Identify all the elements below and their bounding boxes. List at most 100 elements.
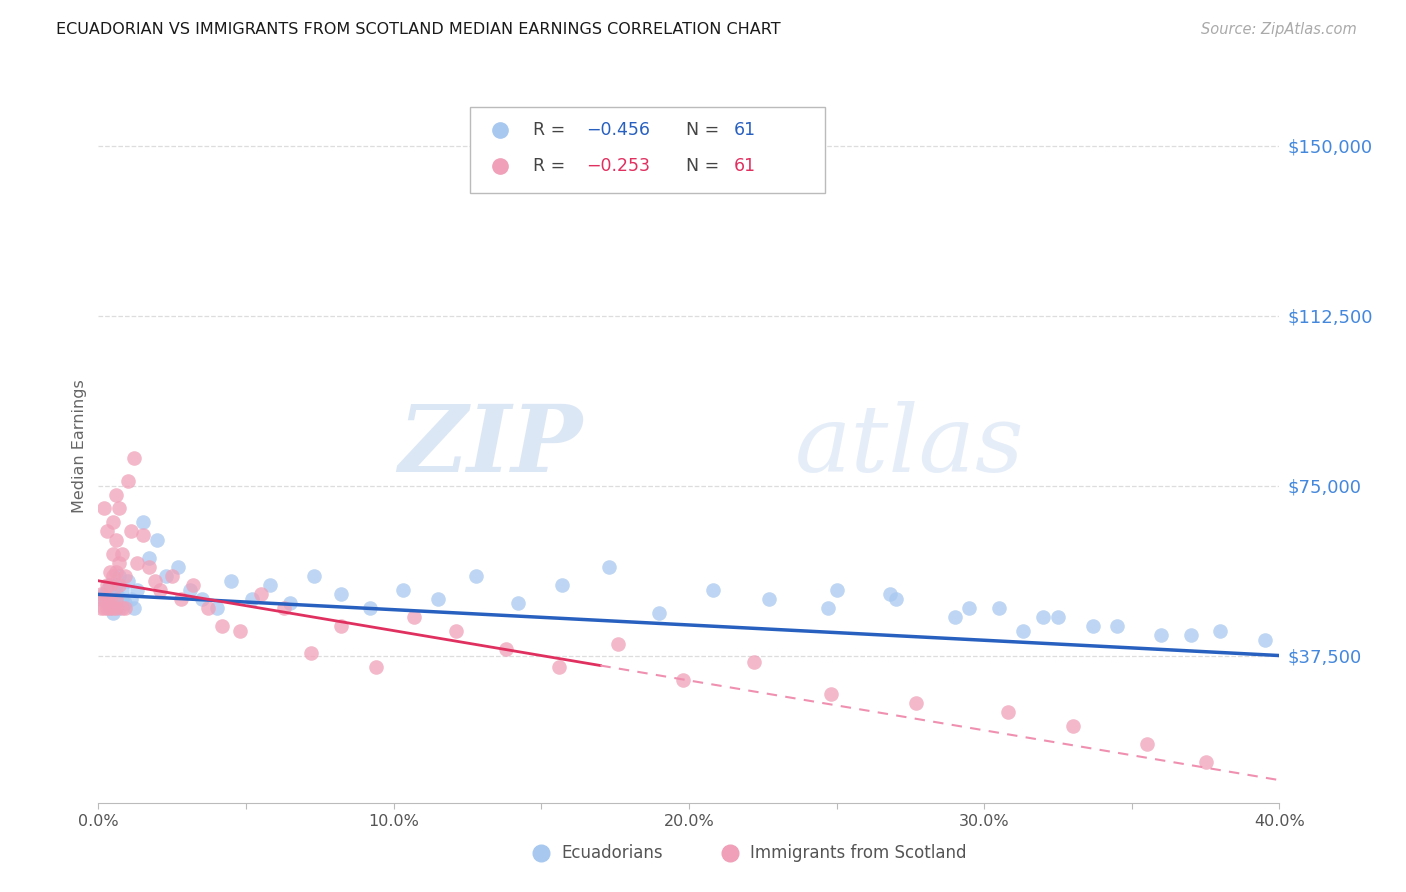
Text: 61: 61 bbox=[734, 157, 756, 175]
Point bbox=[1046, 610, 1069, 624]
Point bbox=[96, 591, 118, 606]
Point bbox=[219, 574, 242, 588]
Point bbox=[108, 556, 131, 570]
Point bbox=[105, 565, 128, 579]
Point bbox=[1083, 619, 1105, 633]
Point bbox=[742, 656, 765, 670]
Point bbox=[146, 533, 169, 547]
Point bbox=[98, 591, 121, 606]
Point bbox=[122, 601, 145, 615]
Point bbox=[884, 591, 907, 606]
Point bbox=[132, 515, 155, 529]
Point bbox=[1254, 632, 1277, 647]
Point bbox=[817, 601, 839, 615]
Point bbox=[143, 574, 166, 588]
Point bbox=[105, 587, 128, 601]
Point bbox=[211, 619, 233, 633]
Point bbox=[1105, 619, 1128, 633]
Point bbox=[329, 587, 352, 601]
Y-axis label: Median Earnings: Median Earnings bbox=[72, 379, 87, 513]
Point bbox=[495, 641, 517, 656]
Point bbox=[105, 488, 128, 502]
Point bbox=[90, 591, 112, 606]
Point bbox=[825, 582, 848, 597]
Point bbox=[167, 560, 190, 574]
Point bbox=[103, 515, 125, 529]
Point bbox=[117, 574, 139, 588]
Point bbox=[1062, 719, 1084, 733]
Text: ECUADORIAN VS IMMIGRANTS FROM SCOTLAND MEDIAN EARNINGS CORRELATION CHART: ECUADORIAN VS IMMIGRANTS FROM SCOTLAND M… bbox=[56, 22, 780, 37]
Point bbox=[125, 582, 148, 597]
Point bbox=[98, 601, 121, 615]
Point bbox=[138, 560, 160, 574]
Point bbox=[820, 687, 842, 701]
Point bbox=[108, 578, 131, 592]
Point bbox=[96, 597, 118, 611]
Point bbox=[105, 601, 128, 615]
Point bbox=[98, 578, 121, 592]
Point bbox=[105, 591, 128, 606]
Point bbox=[103, 601, 125, 615]
Point bbox=[93, 501, 115, 516]
Point bbox=[96, 524, 118, 538]
Point bbox=[114, 597, 136, 611]
Point bbox=[364, 660, 387, 674]
Point bbox=[120, 524, 142, 538]
Text: Immigrants from Scotland: Immigrants from Scotland bbox=[751, 844, 967, 862]
Text: −0.456: −0.456 bbox=[586, 121, 650, 139]
Point bbox=[90, 587, 112, 601]
Text: N =: N = bbox=[675, 121, 724, 139]
Point bbox=[444, 624, 467, 638]
Point bbox=[229, 624, 252, 638]
Point bbox=[299, 646, 322, 660]
Point bbox=[108, 501, 131, 516]
Point bbox=[648, 606, 671, 620]
Point bbox=[111, 591, 134, 606]
Point bbox=[103, 582, 125, 597]
Point bbox=[197, 601, 219, 615]
Text: R =: R = bbox=[533, 121, 571, 139]
Text: Ecuadorians: Ecuadorians bbox=[561, 844, 664, 862]
Point bbox=[162, 569, 183, 583]
Point bbox=[672, 673, 695, 688]
Point bbox=[122, 451, 145, 466]
Point bbox=[259, 578, 281, 592]
Point bbox=[551, 578, 574, 592]
Point bbox=[114, 569, 136, 583]
Point bbox=[1011, 624, 1033, 638]
Point bbox=[96, 578, 118, 592]
Point bbox=[98, 601, 121, 615]
Point bbox=[96, 582, 118, 597]
Point bbox=[943, 610, 966, 624]
Point bbox=[90, 601, 112, 615]
Point bbox=[758, 591, 780, 606]
Point bbox=[987, 601, 1010, 615]
Point bbox=[205, 601, 228, 615]
Point bbox=[1032, 610, 1054, 624]
Point bbox=[191, 591, 214, 606]
Point bbox=[105, 533, 128, 547]
Point bbox=[138, 551, 160, 566]
Point bbox=[302, 569, 325, 583]
Point bbox=[548, 660, 571, 674]
Point bbox=[959, 601, 981, 615]
Text: ZIP: ZIP bbox=[398, 401, 582, 491]
Point bbox=[93, 601, 115, 615]
Point bbox=[273, 601, 295, 615]
Text: R =: R = bbox=[533, 157, 571, 175]
Point bbox=[103, 606, 125, 620]
Point bbox=[250, 587, 273, 601]
Point bbox=[96, 601, 118, 615]
Point bbox=[391, 582, 413, 597]
Point bbox=[103, 547, 125, 561]
Point bbox=[98, 565, 121, 579]
Point bbox=[1195, 755, 1218, 769]
Point bbox=[506, 597, 529, 611]
Point bbox=[427, 591, 450, 606]
Point bbox=[98, 578, 121, 592]
Point bbox=[103, 569, 125, 583]
Point bbox=[125, 556, 148, 570]
Point bbox=[155, 569, 177, 583]
Point bbox=[240, 591, 263, 606]
Text: atlas: atlas bbox=[796, 401, 1025, 491]
